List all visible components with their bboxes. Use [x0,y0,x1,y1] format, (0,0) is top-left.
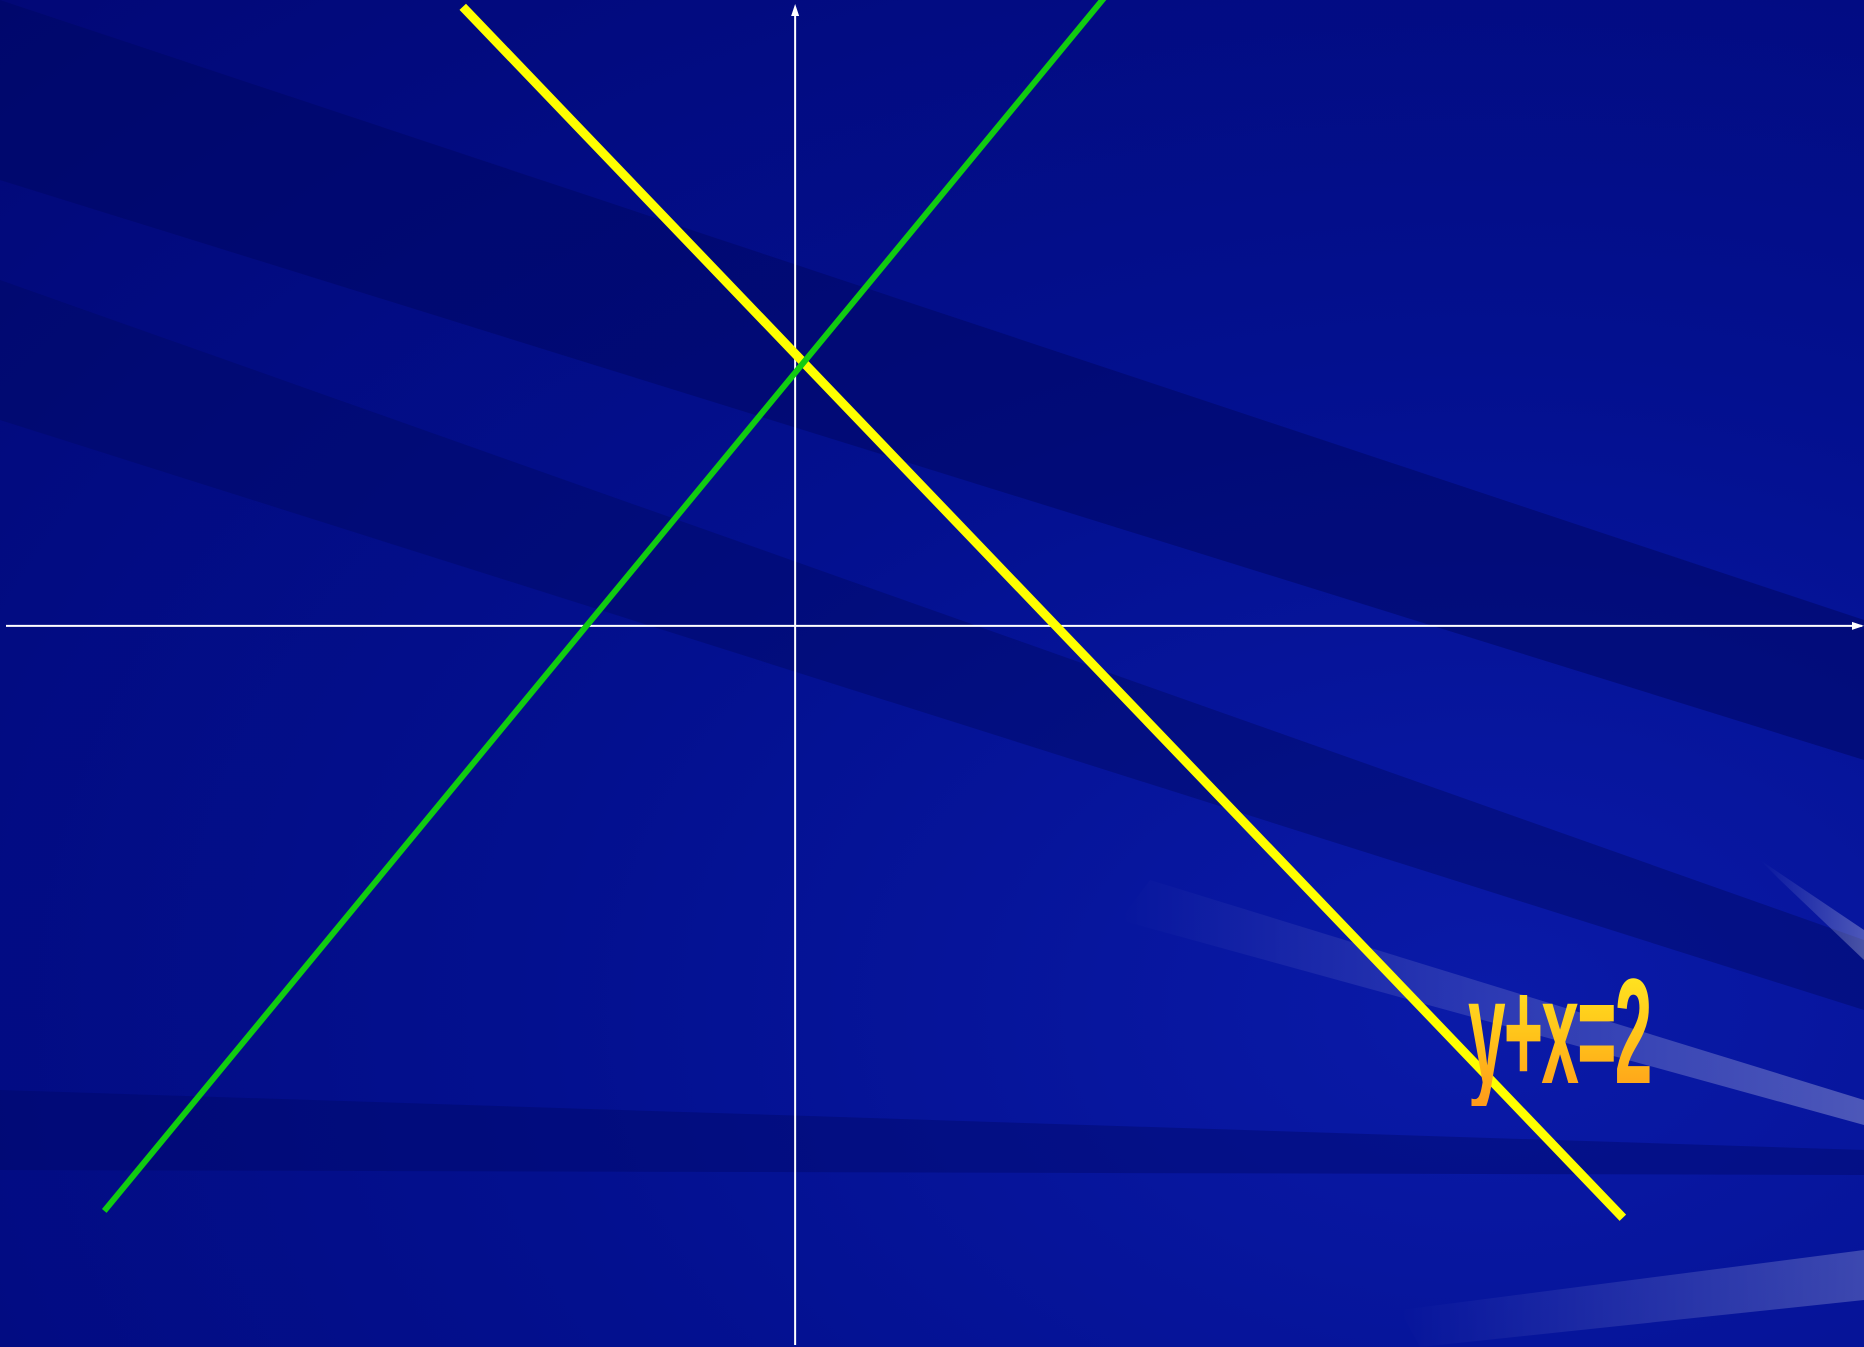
background-ray [0,1090,1864,1175]
background-ray [0,0,1864,760]
y-axis-arrow [791,4,800,16]
x-axis-arrow [1852,621,1864,630]
equation-label: y+x=2 [1468,947,1652,1115]
series-line-yellow [459,3,1627,1221]
background-ray [1400,1250,1864,1347]
axes [6,4,1864,1345]
background-ray [1760,860,1864,960]
background-ray [1120,880,1864,1125]
series-line-green [101,0,1107,1213]
background-ray [0,280,1864,1010]
plot-lines [101,0,1627,1221]
